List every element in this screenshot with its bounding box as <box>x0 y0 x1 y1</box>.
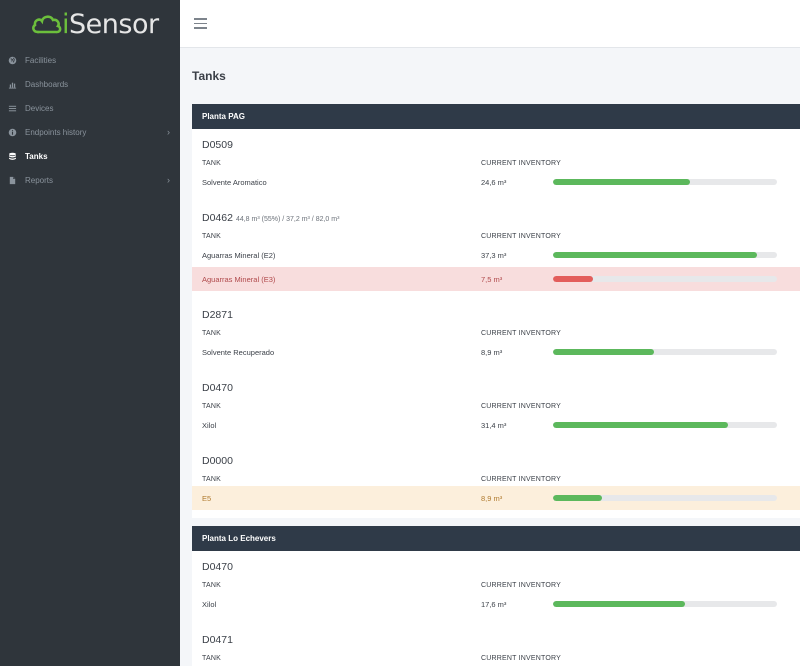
current-inventory: 31,4 m³ <box>481 420 507 430</box>
inventory-progress-fill <box>553 179 690 185</box>
sidebar-item-label: Dashboards <box>25 79 69 89</box>
inventory-progress-fill <box>553 252 757 258</box>
current-inventory: 17,6 m³ <box>481 599 507 609</box>
brand-name: iSensor <box>62 8 159 40</box>
tank-row[interactable]: Aguarras Mineral (E2) 37,3 m³ <box>192 243 800 267</box>
tank-row[interactable]: E5 8,9 m³ <box>192 486 800 510</box>
chevron-right-icon: › <box>167 175 170 185</box>
device-id-text: D0000 <box>202 455 233 467</box>
tank-name: Xilol <box>202 599 217 609</box>
current-inventory: 24,6 m³ <box>481 177 507 187</box>
sidebar-item-label: Reports <box>25 175 54 185</box>
inventory-progress-bar <box>553 601 777 607</box>
sidebar-item-label: Devices <box>25 103 54 113</box>
column-header-tank: TANK <box>202 330 221 337</box>
device-id: D2871 <box>202 309 233 321</box>
column-header-inventory: CURRENT INVENTORY <box>481 403 562 410</box>
device-id: D0470 <box>202 382 233 394</box>
topbar <box>180 0 800 48</box>
column-header-tank: TANK <box>202 476 221 483</box>
device-id: D0471 <box>202 634 233 646</box>
page-title: Tanks <box>192 69 226 83</box>
brand-logo[interactable]: iSensor <box>0 0 180 48</box>
sidebar-item-dashboards[interactable]: Dashboards <box>0 72 180 96</box>
sidebar-nav: Facilities Dashboards Devices Endpoints his… <box>0 48 180 192</box>
tank-row[interactable]: Xilol 31,4 m³ <box>192 413 800 437</box>
sidebar-item-facilities[interactable]: Facilities <box>0 48 180 72</box>
column-header-inventory: CURRENT INVENTORY <box>481 655 562 662</box>
column-header-tank: TANK <box>202 233 221 240</box>
column-header-inventory: CURRENT INVENTORY <box>481 582 562 589</box>
inventory-progress-bar <box>553 252 777 258</box>
device-id: D0509 <box>202 139 233 151</box>
tank-name: Xilol <box>202 420 217 430</box>
device-id-text: D0509 <box>202 139 233 151</box>
current-inventory: 8,9 m³ <box>481 493 503 503</box>
inventory-progress-fill <box>553 349 654 355</box>
inventory-progress-fill <box>553 495 603 501</box>
column-header-inventory: CURRENT INVENTORY <box>481 160 562 167</box>
plant-card: Planta Lo Echevers D0470 TANK CURRENT INVEN… <box>192 526 800 666</box>
menu-toggle-icon[interactable] <box>194 18 207 29</box>
inventory-progress-bar <box>553 276 777 282</box>
inventory-progress-bar <box>553 179 777 185</box>
column-header-inventory: CURRENT INVENTORY <box>481 233 562 240</box>
sidebar-item-devices[interactable]: Devices <box>0 96 180 120</box>
inventory-progress-bar <box>553 349 777 355</box>
device-id: D0000 <box>202 455 233 467</box>
tank-name: E5 <box>202 493 212 503</box>
device-id-text: D0470 <box>202 561 233 573</box>
file-icon <box>8 176 17 185</box>
column-header-tank: TANK <box>202 582 221 589</box>
column-header-tank: TANK <box>202 655 221 662</box>
device-id-text: D2871 <box>202 309 233 321</box>
database-icon <box>8 152 17 161</box>
plant-header: Planta Lo Echevers <box>192 526 800 551</box>
column-header-inventory: CURRENT INVENTORY <box>481 476 562 483</box>
column-header-inventory: CURRENT INVENTORY <box>481 330 562 337</box>
inventory-progress-fill <box>553 601 686 607</box>
sidebar-item-label: Facilities <box>25 55 57 65</box>
tank-row[interactable]: Solvente Recuperado 8,9 m³ <box>192 340 800 364</box>
current-inventory: 37,3 m³ <box>481 250 507 260</box>
current-inventory: 7,5 m³ <box>481 274 503 284</box>
bar-chart-icon <box>8 80 17 89</box>
tank-row[interactable]: Xilol 17,6 m³ <box>192 592 800 616</box>
inventory-progress-fill <box>553 422 728 428</box>
chevron-right-icon: › <box>167 127 170 137</box>
info-circle-icon <box>8 128 17 137</box>
list-icon <box>8 104 17 113</box>
plant-card: Planta PAG D0509 TANK CURRENT INVENTORY Solv… <box>192 104 800 518</box>
current-inventory: 8,9 m³ <box>481 347 503 357</box>
tank-name: Solvente Aromatico <box>202 177 267 187</box>
sidebar-item-endpoints-history[interactable]: Endpoints history › <box>0 120 180 144</box>
tank-row[interactable]: Aguarras Mineral (E3) 7,5 m³ <box>192 267 800 291</box>
tank-name: Aguarras Mineral (E2) <box>202 250 276 260</box>
inventory-progress-bar <box>553 495 777 501</box>
device-id-text: D0470 <box>202 382 233 394</box>
inventory-progress-bar <box>553 422 777 428</box>
column-header-tank: TANK <box>202 160 221 167</box>
sidebar-item-reports[interactable]: Reports › <box>0 168 180 192</box>
device-id-text: D0471 <box>202 634 233 646</box>
inventory-progress-fill <box>553 276 594 282</box>
cloud-icon <box>30 13 64 35</box>
device-id-text: D0462 <box>202 212 233 224</box>
globe-icon <box>8 56 17 65</box>
sidebar: iSensor Facilities Dashboards Devices Endpo… <box>0 0 180 666</box>
tank-name: Aguarras Mineral (E3) <box>202 274 276 284</box>
sidebar-item-label: Endpoints history <box>25 127 87 137</box>
column-header-tank: TANK <box>202 403 221 410</box>
device-id: D0462 44,8 m³ (55%) / 37,2 m³ / 82,0 m³ <box>202 212 339 224</box>
sidebar-item-tanks[interactable]: Tanks <box>0 144 180 168</box>
device-id: D0470 <box>202 561 233 573</box>
device-stats: 44,8 m³ (55%) / 37,2 m³ / 82,0 m³ <box>235 216 340 223</box>
tank-name: Solvente Recuperado <box>202 347 275 357</box>
tank-row[interactable]: Solvente Aromatico 24,6 m³ <box>192 170 800 194</box>
plant-header: Planta PAG <box>192 104 800 129</box>
sidebar-item-label: Tanks <box>25 151 48 161</box>
